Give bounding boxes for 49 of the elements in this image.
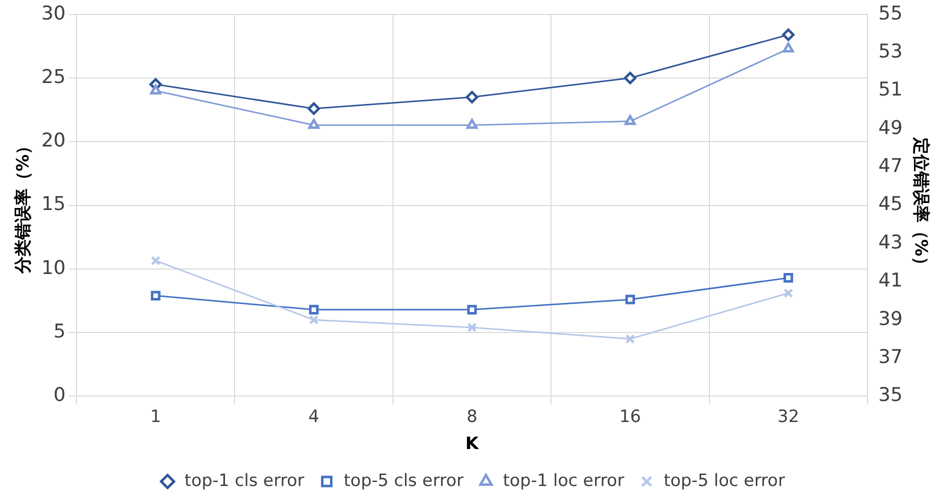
y-axis-title: 分类错误率（%） (14, 137, 34, 274)
y-tick-label: 5 (53, 320, 66, 343)
x-axis-title: K (465, 434, 480, 454)
y2-tick-label: 47 (878, 155, 903, 178)
y-tick-label: 0 (53, 384, 66, 406)
point (467, 322, 477, 332)
point (309, 315, 319, 325)
y2-tick-label: 55 (878, 2, 903, 24)
point (150, 84, 162, 95)
x-tick-label: 4 (308, 406, 320, 427)
legend-label: top-5 loc error (664, 470, 785, 491)
y-tick-label: 30 (41, 2, 66, 24)
y2-tick-label: 43 (878, 231, 903, 254)
y2-tick-label: 49 (878, 116, 903, 139)
y2-axis-title: 定位错误率（%） (910, 136, 930, 274)
point (467, 304, 477, 314)
y-tick-label: 25 (41, 66, 66, 88)
y2-tick-label: 45 (878, 193, 903, 216)
point (466, 90, 478, 104)
legend-label: top-5 cls error (344, 470, 464, 491)
y2-tick-label: 51 (878, 78, 903, 101)
y-tick-label: 10 (41, 256, 66, 279)
point (784, 288, 794, 298)
y-tick-label: 15 (41, 193, 66, 216)
point (782, 42, 794, 53)
y2-tick-label: 39 (878, 308, 903, 330)
point (624, 115, 636, 126)
point (782, 28, 795, 42)
legend-label: top-1 cls error (184, 470, 304, 491)
point (625, 334, 635, 344)
y2-tick-label: 53 (878, 40, 903, 63)
y2-tick-label: 35 (878, 384, 903, 406)
point (308, 102, 320, 115)
x-tick-label: 1 (150, 406, 162, 427)
point (308, 118, 320, 129)
point (625, 294, 635, 304)
x-tick-label: 8 (466, 406, 478, 427)
point (784, 273, 794, 283)
legend-label: top-1 loc error (502, 470, 624, 491)
point (309, 304, 319, 314)
x-tick-label: 16 (619, 406, 641, 427)
point (466, 118, 478, 129)
y-tick-label: 20 (41, 130, 66, 152)
y2-tick-label: 37 (878, 346, 903, 368)
x-tick-label: 32 (778, 406, 800, 427)
y2-tick-label: 41 (878, 270, 903, 292)
point (150, 290, 160, 300)
point (624, 72, 636, 84)
point (150, 256, 160, 266)
